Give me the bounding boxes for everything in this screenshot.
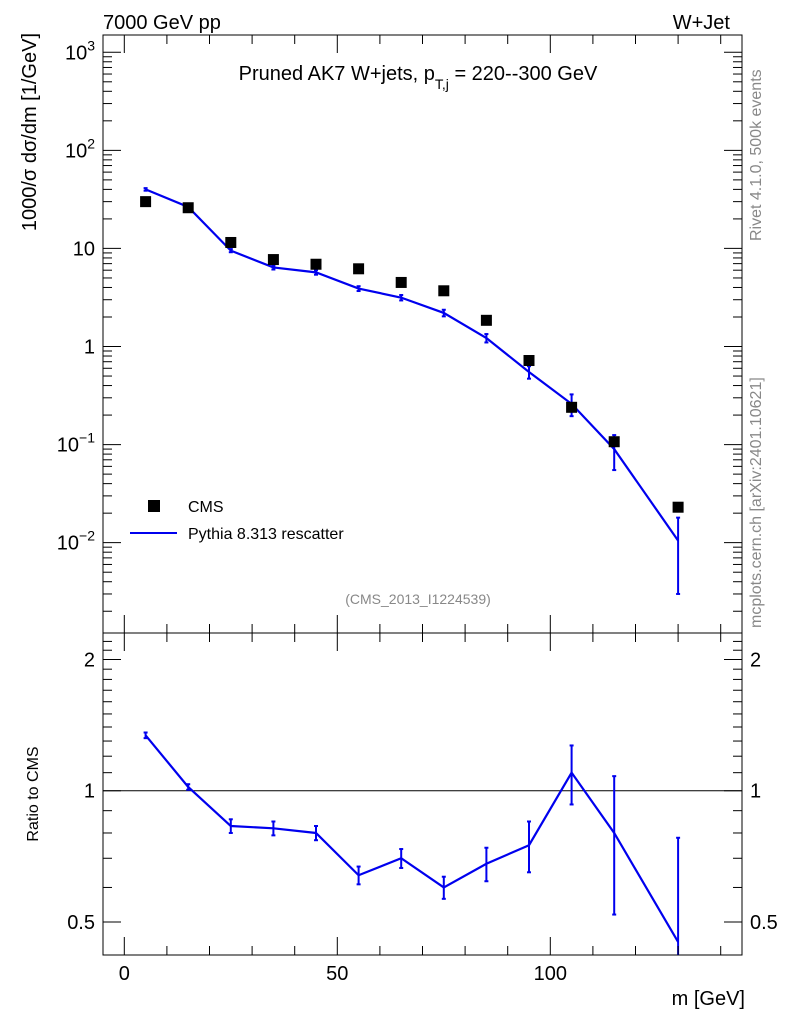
ratio-panel-frame	[102, 632, 743, 956]
ratio-y-tick-label: 0.5	[67, 912, 95, 934]
main-y-tick-label: 10−1	[57, 430, 95, 457]
ratio-y-tick-label-right: 1	[750, 781, 761, 803]
ratio-y-axis-label: Ratio to CMS	[25, 746, 42, 841]
rivet-version-text: Rivet 4.1.0, 500k events	[748, 69, 765, 241]
cms-data-point	[140, 196, 152, 208]
cms-data-point	[523, 355, 535, 367]
ratio-y-tick-label-right: 0.5	[750, 912, 778, 934]
x-tick-label: 100	[534, 963, 567, 985]
main-y-tick-label: 10	[73, 238, 95, 260]
main-y-tick-label: 1	[84, 337, 95, 359]
cms-data-point	[566, 401, 578, 413]
cms-data-point	[267, 254, 279, 266]
main-y-tick-label: 103	[65, 37, 95, 64]
main-y-axis-label: 1000/σ dσ/dm [1/GeV]	[19, 33, 41, 231]
legend-cms-label: CMS	[188, 499, 224, 516]
x-tick-label: 50	[326, 963, 348, 985]
x-axis-label: m [GeV]	[672, 988, 745, 1010]
legend-pythia-label: Pythia 8.313 rescatter	[188, 526, 344, 543]
legend-cms-marker	[148, 500, 160, 512]
main-y-tick-label: 10−2	[57, 528, 95, 555]
mcplots-site-text: mcplots.cern.ch [arXiv:2401.10621]	[748, 377, 765, 628]
ratio-curve	[144, 734, 680, 943]
analysis-watermark: (CMS_2013_I1224539)	[345, 591, 491, 607]
cms-data-point	[353, 263, 365, 275]
header-left: 7000 GeV pp	[103, 12, 221, 34]
cms-data-point	[225, 236, 237, 248]
ratio-y-tick-label-right: 2	[750, 649, 761, 671]
x-tick-label: 0	[119, 963, 130, 985]
cms-data-point	[480, 314, 492, 326]
cms-data-point	[182, 202, 194, 214]
main-panel-frame	[102, 34, 743, 634]
main-y-tick-label: 102	[65, 135, 95, 162]
cms-data-point	[438, 285, 450, 297]
cms-data-point	[395, 276, 407, 288]
ratio-y-tick-label: 2	[84, 649, 95, 671]
ratio-y-tick-label: 1	[84, 781, 95, 803]
header-right: W+Jet	[673, 12, 731, 34]
main-title: Pruned AK7 W+jets, pT,j = 220--300 GeV	[239, 63, 598, 92]
cms-data-point	[310, 258, 322, 270]
cms-data-point	[608, 436, 620, 448]
cms-data-point	[672, 501, 684, 513]
